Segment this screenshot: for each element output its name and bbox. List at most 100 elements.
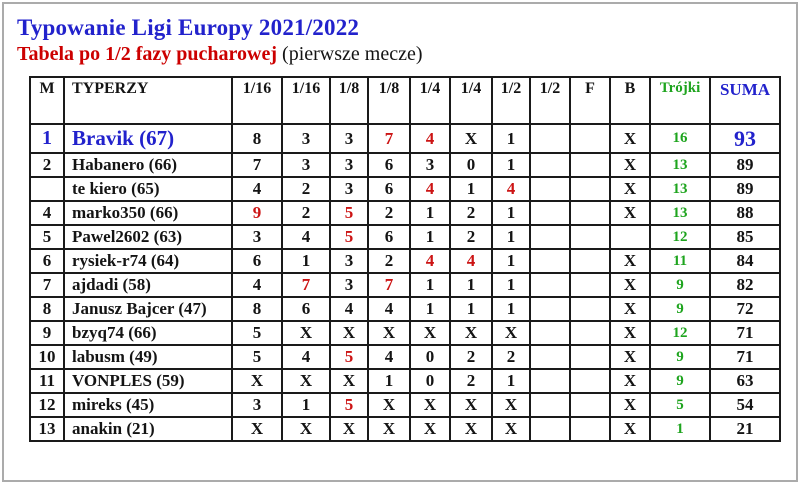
- score-cell: 3: [281, 152, 331, 178]
- table-row: 12 mireks (45) 3 1 5 X X X X X 5 54: [29, 392, 781, 418]
- table-row: 13 anakin (21) X X X X X X X X 1 21: [29, 416, 781, 442]
- score-cell: X: [491, 392, 531, 418]
- score-cell: 1: [491, 272, 531, 298]
- score-cell: X: [329, 368, 369, 394]
- trojki-cell: 11: [649, 248, 711, 274]
- column-header: 1/8: [367, 76, 411, 125]
- trojki-cell: 12: [649, 320, 711, 346]
- trojki-cell: 13: [649, 176, 711, 202]
- score-cell: [569, 152, 611, 178]
- column-header: B: [609, 76, 651, 125]
- score-cell: [529, 200, 571, 226]
- suma-cell: 84: [709, 248, 781, 274]
- score-cell: 6: [281, 296, 331, 322]
- player-name-cell: marko350 (66): [63, 200, 233, 226]
- score-cell: 1: [491, 152, 531, 178]
- score-cell: X: [367, 392, 411, 418]
- score-cell: 2: [449, 368, 493, 394]
- score-cell: 7: [367, 123, 411, 154]
- score-cell: 1: [281, 392, 331, 418]
- score-cell: 6: [231, 248, 283, 274]
- table-row: 11 VONPLES (59) X X X 1 0 2 1 X 9 63: [29, 368, 781, 394]
- rank-cell: 11: [29, 368, 65, 394]
- score-cell: X: [609, 152, 651, 178]
- score-cell: 2: [449, 200, 493, 226]
- table-row: 8 Janusz Bajcer (47) 8 6 4 4 1 1 1 X 9 72: [29, 296, 781, 322]
- score-cell: 7: [367, 272, 411, 298]
- rank-cell: 6: [29, 248, 65, 274]
- header-row: M TYPERZY 1/16 1/16 1/8 1/8 1/4 1/4 1/2 1/2 F B Trój…: [29, 76, 781, 125]
- column-header: M: [29, 76, 65, 125]
- score-cell: [569, 320, 611, 346]
- score-cell: 3: [231, 224, 283, 250]
- rank-cell: 7: [29, 272, 65, 298]
- trojki-cell: 9: [649, 368, 711, 394]
- score-cell: 2: [281, 200, 331, 226]
- score-cell: [569, 123, 611, 154]
- score-cell: X: [609, 176, 651, 202]
- score-cell: X: [609, 392, 651, 418]
- suma-cell: 88: [709, 200, 781, 226]
- score-cell: 4: [231, 176, 283, 202]
- score-cell: [609, 224, 651, 250]
- score-cell: [569, 416, 611, 442]
- score-cell: 6: [367, 152, 411, 178]
- score-cell: X: [281, 416, 331, 442]
- player-name-cell: Janusz Bajcer (47): [63, 296, 233, 322]
- score-cell: [569, 392, 611, 418]
- score-cell: 0: [409, 368, 451, 394]
- player-name-cell: VONPLES (59): [63, 368, 233, 394]
- column-header: 1/2: [491, 76, 531, 125]
- score-cell: [569, 248, 611, 274]
- score-cell: 1: [491, 123, 531, 154]
- trojki-cell: 16: [649, 123, 711, 154]
- trojki-cell: 5: [649, 392, 711, 418]
- score-cell: [529, 123, 571, 154]
- score-cell: 9: [231, 200, 283, 226]
- score-cell: 2: [449, 344, 493, 370]
- rank-cell: 2: [29, 152, 65, 178]
- table-row: 9 bzyq74 (66) 5 X X X X X X X 12 71: [29, 320, 781, 346]
- score-cell: 1: [409, 224, 451, 250]
- score-cell: [529, 296, 571, 322]
- player-name-cell: Bravik (67): [63, 123, 233, 154]
- score-cell: [529, 272, 571, 298]
- score-cell: [529, 320, 571, 346]
- score-cell: 4: [409, 123, 451, 154]
- score-cell: X: [609, 416, 651, 442]
- score-cell: 7: [231, 152, 283, 178]
- column-header: 1/8: [329, 76, 369, 125]
- score-cell: 7: [281, 272, 331, 298]
- score-cell: 3: [281, 123, 331, 154]
- score-cell: 5: [329, 224, 369, 250]
- score-cell: [569, 200, 611, 226]
- score-cell: 1: [449, 272, 493, 298]
- rank-cell: 13: [29, 416, 65, 442]
- score-cell: X: [231, 368, 283, 394]
- score-cell: X: [409, 392, 451, 418]
- suma-cell: 71: [709, 320, 781, 346]
- suma-cell: 82: [709, 272, 781, 298]
- trojki-cell: 9: [649, 344, 711, 370]
- score-cell: 3: [409, 152, 451, 178]
- score-cell: X: [609, 296, 651, 322]
- score-cell: 4: [231, 272, 283, 298]
- score-cell: [529, 176, 571, 202]
- score-cell: 6: [367, 224, 411, 250]
- table-row: 6 rysiek-r74 (64) 6 1 3 2 4 4 1 X 11 84: [29, 248, 781, 274]
- score-cell: 1: [409, 296, 451, 322]
- column-header: 1/2: [529, 76, 571, 125]
- score-cell: [569, 368, 611, 394]
- score-cell: 8: [231, 123, 283, 154]
- score-cell: [569, 176, 611, 202]
- score-cell: 4: [491, 176, 531, 202]
- score-cell: 4: [329, 296, 369, 322]
- standings-table: M TYPERZY 1/16 1/16 1/8 1/8 1/4 1/4 1/2 1/2 F B Trój…: [29, 76, 781, 442]
- score-cell: 2: [491, 344, 531, 370]
- score-cell: X: [231, 416, 283, 442]
- suma-cell: 89: [709, 152, 781, 178]
- score-cell: 3: [329, 248, 369, 274]
- column-header: 1/4: [449, 76, 493, 125]
- score-cell: X: [409, 320, 451, 346]
- rank-cell: 8: [29, 296, 65, 322]
